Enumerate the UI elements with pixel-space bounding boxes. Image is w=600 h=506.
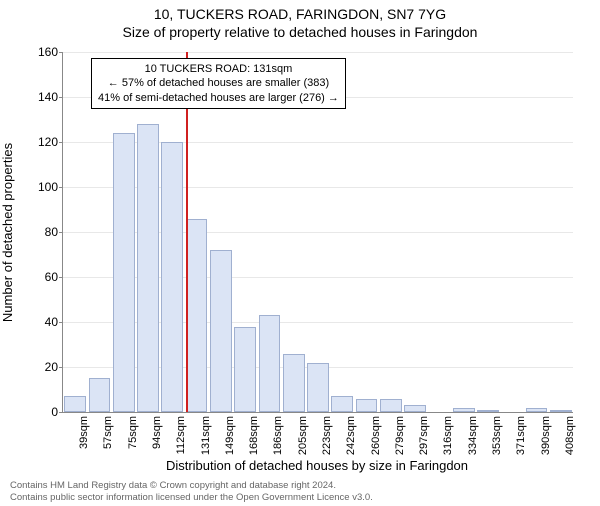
x-tick-label: 408sqm [564,416,576,455]
y-tick-mark [59,367,63,368]
x-tick-label: 149sqm [224,416,236,455]
histogram-bar [64,396,86,412]
y-axis-label-text: Number of detached properties [1,142,16,321]
x-tick-label: 75sqm [127,416,139,449]
y-tick-label: 60 [28,270,58,284]
histogram-bar [137,124,159,412]
y-tick-label: 0 [28,405,58,419]
footer-line-1: Contains HM Land Registry data © Crown c… [10,480,373,492]
histogram-bar [234,327,256,413]
footer-line-2: Contains public sector information licen… [10,492,373,504]
histogram-bar [161,142,183,412]
x-tick-label: 242sqm [345,416,357,455]
y-tick-container: 020406080100120140160 [28,52,62,412]
x-tick-label: 205sqm [297,416,309,455]
y-tick-label: 160 [28,45,58,59]
x-tick-label: 279sqm [394,416,406,455]
x-tick-label: 94sqm [151,416,163,449]
histogram-bar [186,219,208,413]
y-tick-label: 120 [28,135,58,149]
chart-area: 10 TUCKERS ROAD: 131sqm← 57% of detached… [62,52,572,412]
gridline [63,52,573,53]
histogram-bar [404,405,426,412]
y-tick-mark [59,232,63,233]
x-tick-label: 131sqm [200,416,212,455]
annotation-line: ← 57% of detached houses are smaller (38… [98,76,339,90]
x-tick-label: 260sqm [370,416,382,455]
histogram-bar [210,250,232,412]
x-tick-label: 39sqm [78,416,90,449]
page-title: 10, TUCKERS ROAD, FARINGDON, SN7 7YG [0,6,600,22]
annotation-line: 10 TUCKERS ROAD: 131sqm [98,62,339,76]
histogram-bar [113,133,135,412]
histogram-bar [283,354,305,413]
page-subtitle: Size of property relative to detached ho… [0,24,600,40]
x-tick-label: 186sqm [272,416,284,455]
y-tick-mark [59,52,63,53]
x-tick-label: 334sqm [467,416,479,455]
histogram-bar [380,399,402,413]
y-tick-label: 20 [28,360,58,374]
x-tick-label: 390sqm [540,416,552,455]
x-tick-label: 57sqm [102,416,114,449]
histogram-bar [356,399,378,413]
y-tick-label: 140 [28,90,58,104]
x-tick-label: 112sqm [175,416,187,454]
histogram-plot: 10 TUCKERS ROAD: 131sqm← 57% of detached… [62,52,573,413]
x-axis-label: Distribution of detached houses by size … [62,458,572,473]
y-tick-mark [59,97,63,98]
x-tick-label: 371sqm [515,416,527,455]
annotation-line: 41% of semi-detached houses are larger (… [98,91,339,105]
x-tick-label: 353sqm [491,416,503,455]
histogram-bar [89,378,111,412]
y-axis-label: Number of detached properties [0,52,18,412]
y-tick-mark [59,187,63,188]
x-tick-label: 316sqm [442,416,454,455]
histogram-bar [331,396,353,412]
footer-attribution: Contains HM Land Registry data © Crown c… [10,480,373,504]
x-tick-label: 297sqm [418,416,430,455]
y-tick-label: 100 [28,180,58,194]
histogram-bar [307,363,329,413]
y-tick-mark [59,322,63,323]
histogram-bar [259,315,281,412]
x-tick-label: 223sqm [321,416,333,455]
x-tick-label: 168sqm [248,416,260,455]
annotation-box: 10 TUCKERS ROAD: 131sqm← 57% of detached… [91,58,346,109]
y-tick-mark [59,142,63,143]
y-tick-mark [59,277,63,278]
y-tick-label: 80 [28,225,58,239]
y-tick-label: 40 [28,315,58,329]
